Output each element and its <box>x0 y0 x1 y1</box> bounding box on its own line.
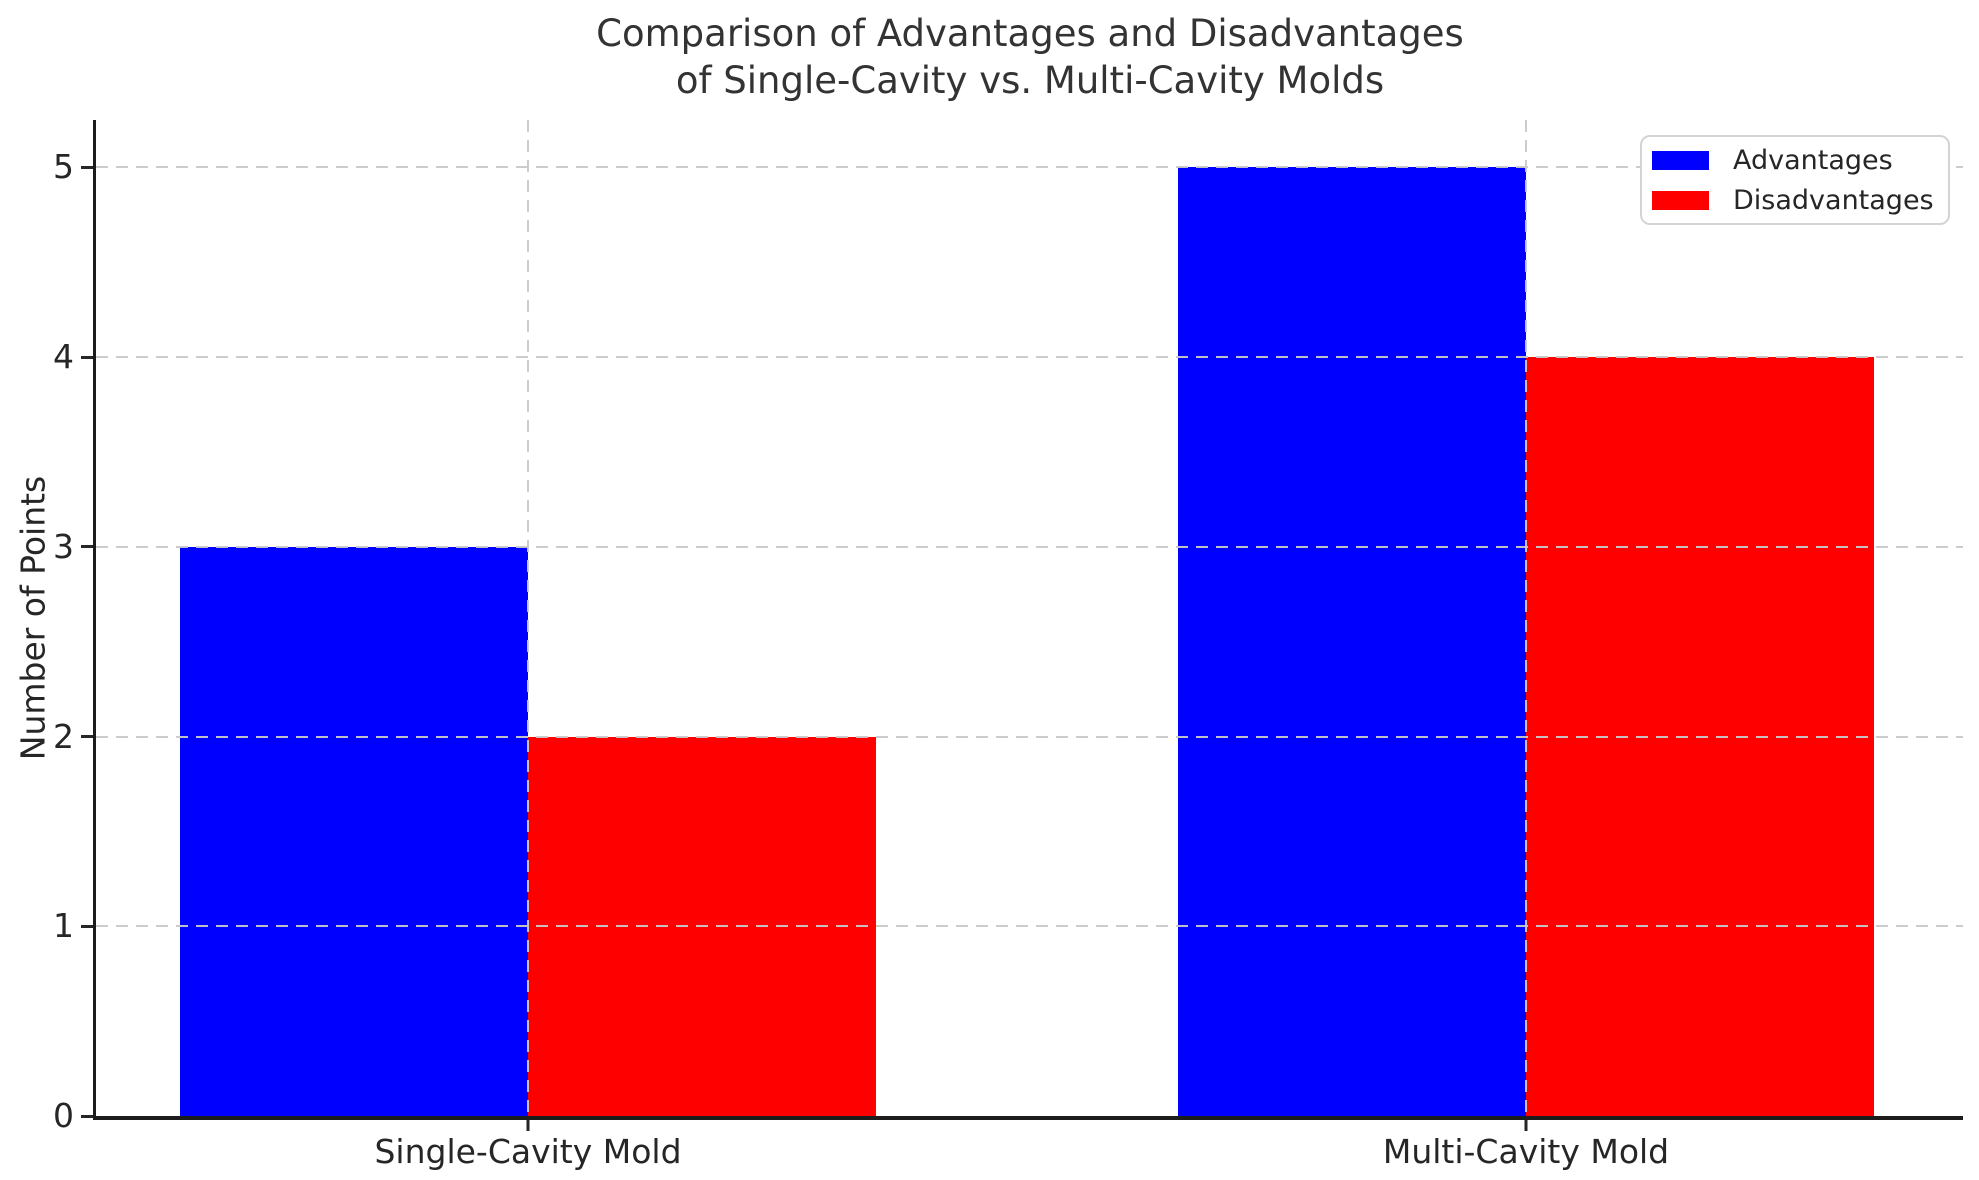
plot-area: Number of Points 0 1 2 3 4 5 Single-Cavity Mol… <box>14 120 1963 1171</box>
x-axis-spine <box>93 1116 1963 1120</box>
legend-swatch <box>1652 190 1709 210</box>
x-tick-label: Single-Cavity Mold <box>374 1132 682 1171</box>
x-tick-mark <box>1524 1116 1528 1131</box>
legend-label: Disadvantages <box>1733 184 1934 216</box>
y-tick-label: 3 <box>53 527 74 566</box>
bar <box>1178 167 1526 1116</box>
x-tick-label: Multi-Cavity Mold <box>1382 1132 1670 1171</box>
y-tick-label: 2 <box>53 717 74 756</box>
y-tick-mark <box>81 735 93 738</box>
gridline-vertical <box>527 120 529 1116</box>
chart-title-line2: of Single-Cavity vs. Multi-Cavity Molds <box>675 59 1385 103</box>
legend-label: Advantages <box>1733 144 1893 176</box>
gridline-horizontal <box>96 166 1963 168</box>
y-tick-mark <box>81 356 93 359</box>
y-tick-label: 1 <box>53 906 74 945</box>
y-tick-mark <box>81 1115 93 1118</box>
gridline-horizontal <box>96 546 1963 548</box>
gridline-horizontal <box>96 925 1963 927</box>
y-tick-label: 0 <box>53 1096 74 1135</box>
y-tick-mark <box>81 545 93 548</box>
gridline-horizontal <box>96 356 1963 358</box>
gridline-horizontal <box>96 736 1963 738</box>
gridline-vertical <box>1525 120 1527 1116</box>
chart-title: Comparison of Advantages and Disadvantag… <box>596 10 1464 105</box>
y-axis-spine <box>93 120 96 1120</box>
legend-swatch <box>1652 150 1709 170</box>
legend-item: Disadvantages <box>1652 185 1934 216</box>
legend: Advantages Disadvantages <box>1640 135 1950 225</box>
y-tick-label: 4 <box>53 337 74 376</box>
bar <box>180 547 528 1116</box>
chart-title-line1: Comparison of Advantages and Disadvantag… <box>596 12 1464 55</box>
y-tick-label: 5 <box>53 147 74 186</box>
y-tick-mark <box>81 925 93 928</box>
y-tick-mark <box>81 166 93 169</box>
legend-item: Advantages <box>1652 145 1934 176</box>
x-tick-mark <box>526 1116 530 1131</box>
